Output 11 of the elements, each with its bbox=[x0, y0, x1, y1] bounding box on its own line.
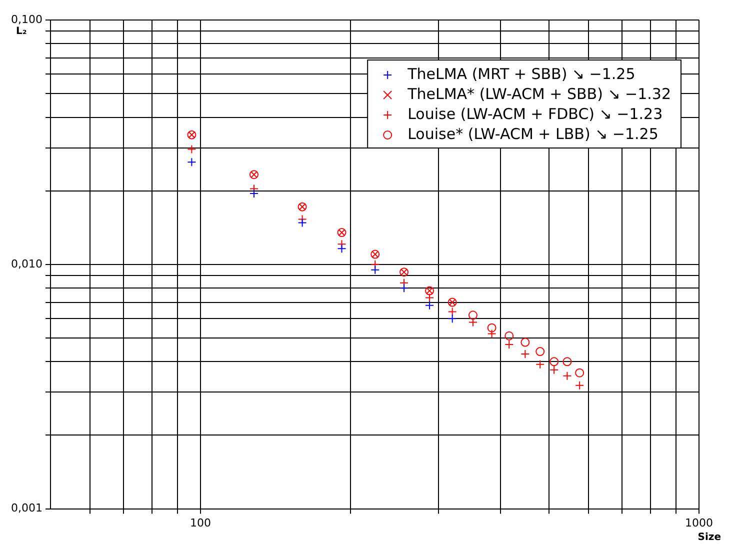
legend-label: TheLMA (MRT + SBB) ↘ −1.25 bbox=[406, 64, 636, 83]
y-tick-label: 0,010 bbox=[10, 257, 42, 270]
y-tick-label: 0,100 bbox=[10, 12, 42, 26]
y-axis-title: L₂ bbox=[16, 26, 27, 37]
legend-label: TheLMA* (LW-ACM + SBB) ↘ −1.32 bbox=[406, 84, 672, 103]
x-tick-label: 100 bbox=[190, 516, 212, 530]
x-axis-title: Size bbox=[698, 532, 721, 543]
x-tick-label: 1000 bbox=[685, 516, 713, 530]
legend-label: Louise (LW-ACM + FDBC) ↘ −1.23 bbox=[408, 104, 663, 123]
y-tick-label: 0,001 bbox=[10, 502, 42, 515]
legend-label: Louise* (LW-ACM + LBB) ↘ −1.25 bbox=[408, 124, 658, 143]
